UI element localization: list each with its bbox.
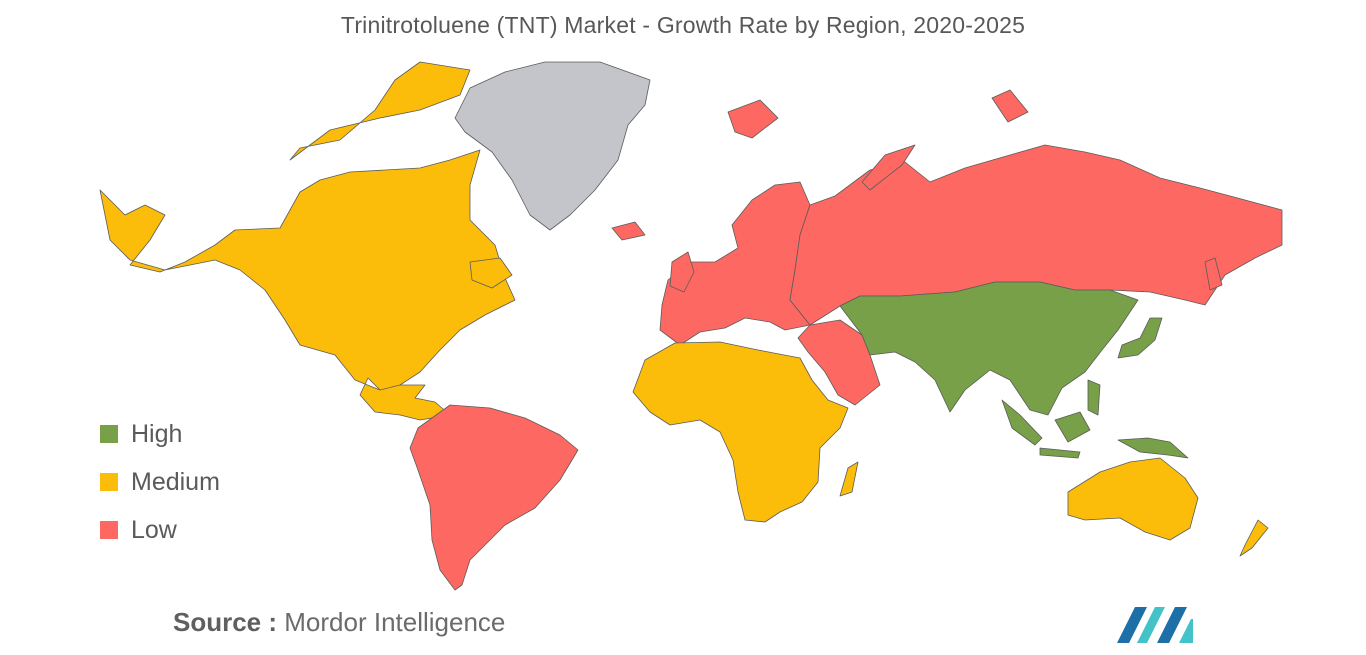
region-africa [632, 341, 849, 523]
logo-shape-left [1117, 607, 1147, 643]
source-key: Source : [173, 607, 278, 637]
region-philippines [1087, 379, 1101, 416]
region-new-guinea [1117, 437, 1189, 459]
legend-item-low: Low [100, 506, 220, 554]
region-north-america [99, 149, 516, 421]
region-middle-east [797, 319, 881, 406]
logo-shape-right [1157, 607, 1187, 643]
region-japan [1117, 317, 1163, 359]
region-sakhalin [1204, 257, 1223, 291]
legend: High Medium Low [100, 410, 220, 554]
region-canadian-arctic [289, 61, 471, 161]
legend-item-medium: Medium [100, 458, 220, 506]
region-java [1039, 447, 1081, 459]
region-russian-arctic-islands [991, 89, 1029, 123]
legend-swatch-high [100, 425, 118, 443]
legend-label-high: High [131, 419, 183, 448]
world-map [99, 61, 1283, 591]
legend-label-low: Low [131, 515, 177, 544]
logo-shape-mid [1137, 607, 1165, 643]
region-newfoundland [469, 257, 513, 289]
source-value: Mordor Intelligence [284, 607, 506, 637]
region-madagascar [839, 461, 859, 497]
source-note: Source : Mordor Intelligence [173, 607, 505, 638]
region-new-zealand [1239, 519, 1269, 557]
region-iceland [611, 221, 646, 241]
legend-swatch-medium [100, 473, 118, 491]
region-asia [839, 281, 1139, 416]
region-australia [1067, 457, 1199, 541]
logo-shape-edge [1179, 619, 1193, 643]
region-south-america [409, 404, 579, 591]
region-uk [669, 251, 695, 293]
legend-label-medium: Medium [131, 467, 220, 496]
mordor-intelligence-logo-icon [1117, 607, 1193, 643]
legend-item-high: High [100, 410, 220, 458]
map-title: Trinitrotoluene (TNT) Market - Growth Ra… [340, 12, 1026, 38]
region-sumatra [1001, 399, 1043, 446]
region-svalbard [727, 99, 779, 139]
region-greenland [454, 61, 651, 231]
region-novaya-zemlya [861, 144, 916, 191]
region-borneo [1054, 411, 1091, 443]
legend-swatch-low [100, 521, 118, 539]
